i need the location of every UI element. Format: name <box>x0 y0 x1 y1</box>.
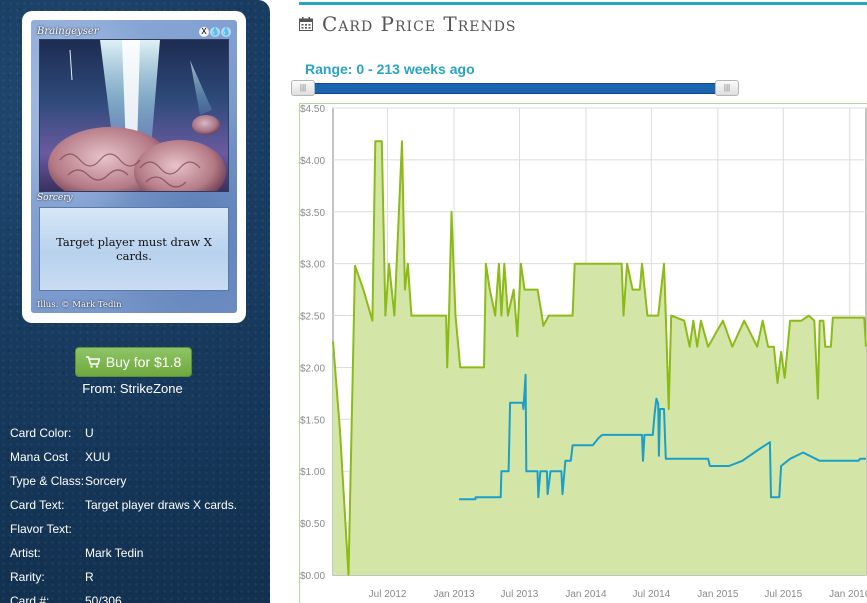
card-sidebar: Braingeyser X 💧 💧 <box>0 0 270 603</box>
y-tick-label: $4.00 <box>300 156 325 167</box>
buy-vendor: From: StrikeZone <box>82 381 183 396</box>
panel-accent-bar <box>299 2 867 5</box>
x-tick-label: Jan 2015 <box>697 589 739 600</box>
detail-value: XUU <box>85 450 111 464</box>
detail-row: Card #: 50/306 <box>10 594 260 603</box>
card-artwork <box>39 39 229 192</box>
y-tick-label: $0.00 <box>300 571 325 582</box>
detail-label: Rarity: <box>10 570 45 584</box>
range-label: Range: 0 - 213 weeks ago <box>305 61 475 77</box>
y-tick-label: $2.00 <box>300 363 325 374</box>
y-tick-label: $1.50 <box>300 415 325 426</box>
shopping-cart-icon <box>85 356 100 368</box>
detail-label: Mana Cost <box>10 450 69 464</box>
price-trends-panel: Card Price Trends Range: 0 - 213 weeks a… <box>291 0 867 603</box>
detail-row: Card Text: Target player draws X cards. <box>10 498 260 514</box>
detail-label: Artist: <box>10 546 41 560</box>
card-rules-text: Target player must draw X cards. <box>39 207 229 291</box>
mana-symbol: 💧 <box>210 26 220 37</box>
panel-title: Card Price Trends <box>322 12 517 36</box>
x-tick-label: Jul 2014 <box>632 589 670 600</box>
x-tick-label: Jul 2012 <box>369 589 407 600</box>
x-tick-label: Jan 2013 <box>433 589 475 600</box>
series-area-0 <box>333 141 866 575</box>
buy-button-label: Buy for $1.8 <box>105 354 182 370</box>
card-face: Braingeyser X 💧 💧 <box>31 20 237 313</box>
detail-value: U <box>85 426 94 440</box>
series-line-1 <box>459 373 866 501</box>
detail-value: Sorcery <box>85 474 127 488</box>
detail-row: Card Color: U <box>10 426 260 442</box>
detail-label: Card Color: <box>10 426 72 440</box>
x-tick-label: Jul 2015 <box>764 589 802 600</box>
detail-row: Type & Class: Sorcery <box>10 474 260 490</box>
card-mana-cost: X 💧 💧 <box>199 26 231 37</box>
card-name: Braingeyser <box>37 26 99 37</box>
mana-symbol: X <box>199 26 209 37</box>
detail-value: Mark Tedin <box>85 546 144 560</box>
detail-value: Target player draws X cards. <box>85 498 238 512</box>
detail-row: Mana Cost XUU <box>10 450 260 466</box>
detail-value: R <box>85 570 94 584</box>
card-name-bar: Braingeyser X 💧 💧 <box>37 25 231 38</box>
slider-handle-start[interactable]: ||| <box>291 80 315 96</box>
artwork-illustration <box>48 40 226 191</box>
range-slider[interactable]: ||| ||| <box>291 80 739 98</box>
card-type-line: Sorcery <box>37 193 73 203</box>
calendar-icon <box>299 17 313 31</box>
detail-label: Type & Class: <box>10 474 85 488</box>
detail-row: Artist: Mark Tedin <box>10 546 260 562</box>
detail-row: Rarity: R <box>10 570 260 586</box>
mana-symbol: 💧 <box>221 26 231 37</box>
y-tick-label: $3.50 <box>300 208 325 219</box>
x-tick-label: Jan 2016 <box>829 589 867 600</box>
slider-track[interactable] <box>301 83 737 94</box>
y-tick-label: $2.50 <box>300 312 325 323</box>
slider-handle-end[interactable]: ||| <box>715 80 739 96</box>
price-chart: $0.00 $0.50 $1.00 $1.50 $2.00 $2.50 $3.00 $3.50… <box>299 103 867 603</box>
detail-label: Card #: <box>10 594 50 603</box>
y-tick-label: $3.00 <box>300 260 325 271</box>
detail-value: 50/306 <box>85 594 122 603</box>
x-tick-label: Jan 2014 <box>565 589 607 600</box>
y-tick-label: $4.50 <box>300 104 325 115</box>
card-illustrator-credit: Illus. © Mark Tedin <box>37 300 122 310</box>
y-tick-label: $1.00 <box>300 467 325 478</box>
card-image: Braingeyser X 💧 💧 <box>22 11 246 323</box>
detail-row: Flavor Text: <box>10 522 260 538</box>
detail-label: Card Text: <box>10 498 65 512</box>
x-tick-label: Jul 2013 <box>501 589 539 600</box>
price-chart-svg: $0.00 $0.50 $1.00 $1.50 $2.00 $2.50 $3.00 $3.50… <box>300 104 867 600</box>
y-tick-label: $0.50 <box>300 519 325 530</box>
buy-button[interactable]: Buy for $1.8 <box>75 347 192 377</box>
series-line-0 <box>332 140 867 576</box>
detail-label: Flavor Text: <box>10 522 72 536</box>
